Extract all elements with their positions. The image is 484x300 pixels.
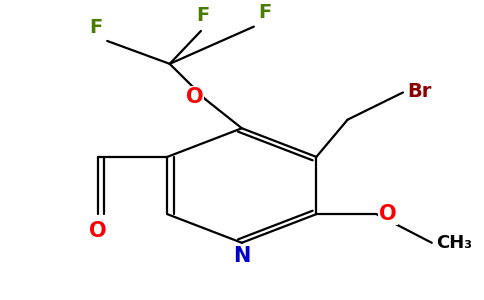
Text: N: N xyxy=(233,246,251,266)
Text: F: F xyxy=(197,6,210,25)
Text: Br: Br xyxy=(408,82,432,100)
Text: CH₃: CH₃ xyxy=(437,234,472,252)
Text: O: O xyxy=(186,87,203,107)
Text: F: F xyxy=(89,18,103,37)
Text: O: O xyxy=(89,221,106,241)
Text: F: F xyxy=(258,3,272,22)
Text: O: O xyxy=(379,204,396,224)
